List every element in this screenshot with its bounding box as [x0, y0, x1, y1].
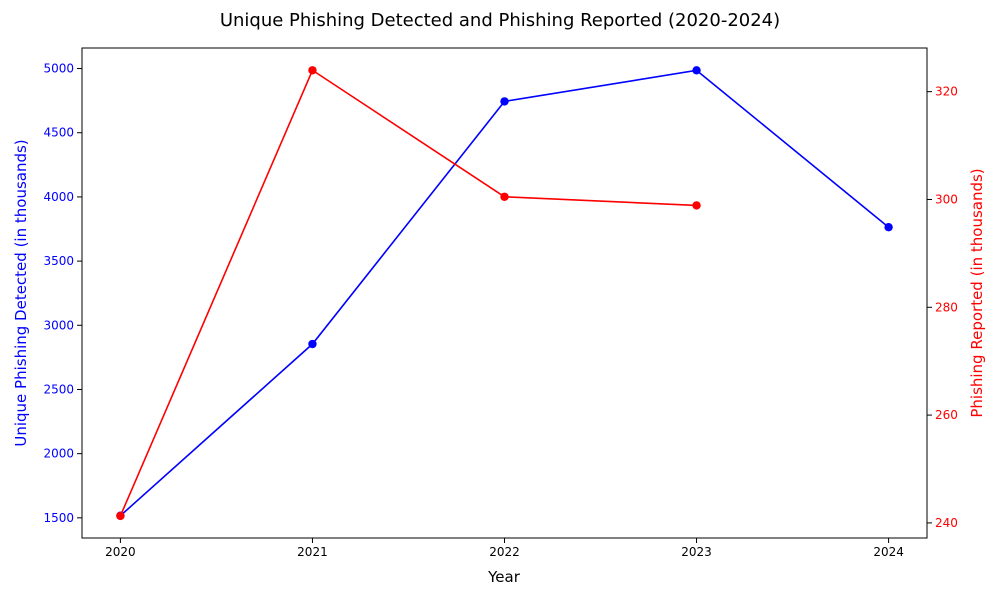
y-right-tick-label: 280 [935, 300, 958, 314]
y-left-tick-label: 4500 [43, 126, 74, 140]
y-left-tick-label: 3500 [43, 254, 74, 268]
y-left-tick-label: 4000 [43, 190, 74, 204]
y-left-tick-label: 5000 [43, 62, 74, 76]
plot-frame [81, 47, 928, 539]
chart-title: Unique Phishing Detected and Phishing Re… [220, 10, 780, 31]
y-left-tick-label: 3000 [43, 318, 74, 332]
phishing-reported-line [119, 69, 697, 517]
y-right-tick-label: 240 [935, 516, 958, 530]
unique-phishing-detected-point [500, 97, 509, 106]
x-tick-label: 2021 [297, 545, 328, 559]
x-tick-label: 2023 [681, 545, 712, 559]
y-axis-right-label: Phishing Reported (in thousands) [968, 168, 986, 417]
phishing-reported-point [692, 201, 701, 210]
y-right-tick-label: 300 [935, 192, 958, 206]
unique-phishing-detected-point [692, 66, 701, 75]
y-right-tick-label: 320 [935, 85, 958, 99]
y-left-tick-label: 1500 [43, 511, 74, 525]
phishing-reported-point [308, 66, 317, 75]
plot-area [116, 66, 893, 521]
y-right-tick-label: 260 [935, 408, 958, 422]
phishing-reported-point [500, 192, 509, 201]
unique-phishing-detected-point [884, 223, 893, 232]
unique-phishing-detected-line [119, 69, 890, 517]
y-left-tick-label: 2000 [43, 447, 74, 461]
y-left-tick-label: 2500 [43, 382, 74, 396]
x-tick-label: 2022 [489, 545, 520, 559]
unique-phishing-detected-point [308, 339, 317, 349]
phishing-reported-point [116, 511, 125, 521]
x-tick-label: 2020 [105, 545, 136, 559]
y-axis-left-label: Unique Phishing Detected (in thousands) [12, 139, 30, 446]
x-tick-label: 2024 [873, 545, 904, 559]
x-axis-label: Year [487, 568, 521, 586]
